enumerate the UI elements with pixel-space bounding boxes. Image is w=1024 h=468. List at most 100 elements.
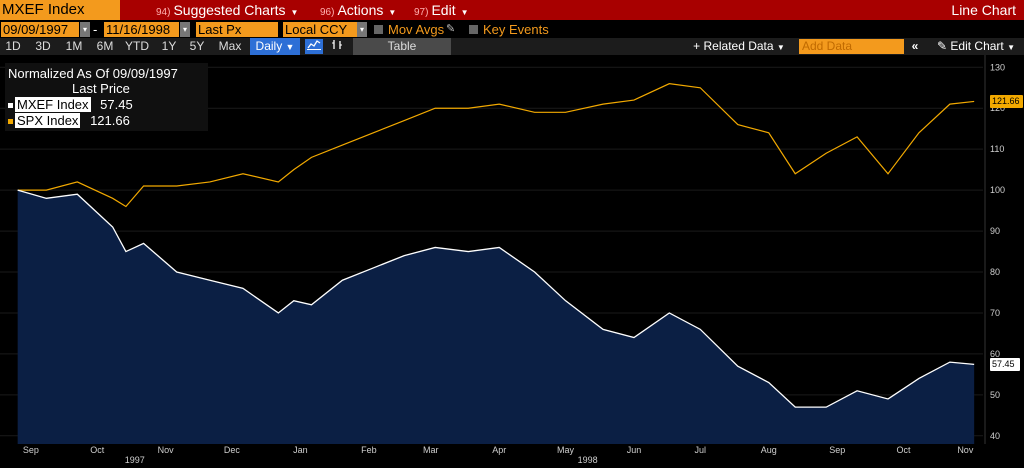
edit-label: Edit bbox=[431, 2, 456, 18]
line-chart-icon[interactable] bbox=[305, 39, 323, 54]
y-tick-label: 60 bbox=[990, 349, 1000, 359]
date-separator: - bbox=[93, 22, 98, 37]
plus-icon: + bbox=[693, 39, 701, 53]
actions-number: 96) bbox=[320, 7, 335, 18]
pencil-icon: ✎ bbox=[936, 39, 948, 53]
pencil-icon[interactable]: ✎ bbox=[446, 23, 456, 35]
related-data-menu[interactable]: + Related Data ▼ bbox=[690, 38, 788, 55]
edit-chart-button[interactable]: ✎ Edit Chart ▼ bbox=[928, 38, 1024, 55]
end-date-field[interactable]: 11/16/1998 bbox=[104, 22, 179, 37]
start-date-field[interactable]: 09/09/1997 bbox=[1, 22, 79, 37]
x-tick-label: Apr bbox=[492, 445, 506, 455]
x-tick-label: Jan bbox=[293, 445, 308, 455]
x-tick-label: Nov bbox=[957, 445, 974, 455]
collapse-icon[interactable]: « bbox=[911, 39, 919, 53]
date-bar: 09/09/1997 ▾ - 11/16/1998 ▾ Last Px Loca… bbox=[0, 21, 1024, 38]
legend-mxef-name: MXEF Index bbox=[15, 97, 91, 112]
currency-selector[interactable]: Local CCY bbox=[283, 22, 357, 37]
frequency-dropdown[interactable]: Daily ▼ bbox=[250, 38, 300, 55]
period-1d[interactable]: 1D bbox=[5, 39, 21, 53]
x-tick-label: Oct bbox=[90, 445, 105, 455]
period-toolbar: 1D 3D 1M 6M YTD 1Y 5Y Max Daily ▼ Table … bbox=[0, 38, 1024, 55]
chevron-down-icon: ▼ bbox=[460, 8, 469, 17]
chevron-down-icon: ▼ bbox=[776, 43, 785, 52]
period-5y[interactable]: 5Y bbox=[189, 39, 205, 53]
suggested-charts-number: 94) bbox=[156, 7, 171, 18]
period-3d[interactable]: 3D bbox=[35, 39, 51, 53]
chevron-down-icon[interactable]: ▾ bbox=[357, 22, 367, 37]
y-tick-label: 70 bbox=[990, 308, 1000, 318]
actions-menu[interactable]: 96) Actions ▼ bbox=[320, 0, 396, 20]
table-button[interactable]: Table bbox=[353, 38, 451, 55]
legend-subtitle: Last Price bbox=[72, 81, 130, 96]
legend-title: Normalized As Of 09/09/1997 bbox=[8, 66, 178, 81]
y-tick-label: 40 bbox=[990, 431, 1000, 441]
suggested-charts-menu[interactable]: 94) Suggested Charts ▼ bbox=[156, 0, 298, 20]
y-tick-label: 80 bbox=[990, 267, 1000, 277]
period-max[interactable]: Max bbox=[218, 39, 242, 53]
x-tick-label: Jun bbox=[627, 445, 642, 455]
spx-swatch bbox=[8, 119, 13, 125]
period-6m[interactable]: 6M bbox=[96, 39, 114, 53]
mxef-swatch bbox=[8, 103, 13, 109]
spx-last-value-tag: 121.66 bbox=[990, 95, 1023, 109]
bar-chart-icon[interactable] bbox=[328, 39, 346, 54]
x-axis: Sep Oct Nov Dec Jan Feb Mar Apr May Jun Jul Aug Sep O… bbox=[23, 445, 974, 465]
mxef-last-value-tag: 57.45 bbox=[990, 358, 1020, 372]
y-tick-label: 110 bbox=[990, 144, 1004, 154]
x-year-label: 1997 bbox=[125, 455, 145, 465]
legend-item-spx[interactable]: SPX Index 121.66 bbox=[8, 113, 130, 128]
period-ytd[interactable]: YTD bbox=[125, 39, 149, 53]
mov-avgs-checkbox[interactable] bbox=[374, 25, 383, 34]
y-axis: 40 50 60 70 80 90 100 110 120 130 bbox=[984, 55, 1005, 444]
key-events-checkbox[interactable] bbox=[469, 25, 478, 34]
chevron-down-icon: ▼ bbox=[388, 8, 397, 17]
ticker-field[interactable]: MXEF Index bbox=[0, 0, 120, 20]
period-1y[interactable]: 1Y bbox=[161, 39, 177, 53]
legend: Normalized As Of 09/09/1997 Last Price M… bbox=[5, 63, 208, 131]
view-title: Line Chart bbox=[951, 2, 1016, 18]
y-tick-label: 90 bbox=[990, 226, 1000, 236]
legend-mxef-value: 57.45 bbox=[100, 97, 133, 112]
chevron-down-icon: ▼ bbox=[290, 8, 299, 17]
mxef-area-fill bbox=[17, 190, 975, 444]
mxef-line bbox=[17, 189, 975, 408]
suggested-charts-label: Suggested Charts bbox=[173, 2, 286, 18]
calendar-icon[interactable]: ▾ bbox=[80, 22, 90, 37]
edit-chart-label: Edit Chart bbox=[950, 39, 1004, 53]
x-tick-label: Mar bbox=[423, 445, 439, 455]
y-tick-label: 120 bbox=[990, 103, 1005, 113]
top-bar: MXEF Index 94) Suggested Charts ▼ 96) Actio… bbox=[0, 0, 1024, 20]
frequency-label: Daily bbox=[255, 39, 283, 53]
field-selector[interactable]: Last Px bbox=[196, 22, 278, 37]
y-tick-label: 100 bbox=[990, 185, 1005, 195]
period-1m[interactable]: 1M bbox=[65, 39, 83, 53]
legend-spx-value: 121.66 bbox=[90, 113, 130, 128]
x-tick-label: Sep bbox=[829, 445, 845, 455]
mov-avgs-label[interactable]: Mov Avgs bbox=[388, 22, 445, 37]
x-tick-label: Jul bbox=[694, 445, 706, 455]
legend-item-mxef[interactable]: MXEF Index 57.45 bbox=[8, 97, 133, 112]
actions-label: Actions bbox=[337, 2, 384, 18]
chevron-down-icon: ▼ bbox=[1007, 43, 1016, 52]
x-tick-label: May bbox=[557, 445, 575, 455]
y-tick-label: 50 bbox=[990, 390, 1000, 400]
related-data-label: Related Data bbox=[703, 39, 774, 53]
x-tick-label: Feb bbox=[361, 445, 377, 455]
legend-spx-name: SPX Index bbox=[15, 113, 81, 128]
edit-number: 97) bbox=[414, 7, 429, 18]
x-tick-label: Nov bbox=[158, 445, 175, 455]
x-year-label: 1998 bbox=[578, 455, 598, 465]
chevron-down-icon: ▼ bbox=[285, 42, 295, 52]
key-events-label[interactable]: Key Events bbox=[483, 22, 549, 37]
y-tick-label: 130 bbox=[990, 62, 1005, 72]
spx-line bbox=[17, 83, 975, 208]
edit-menu[interactable]: 97) Edit ▼ bbox=[414, 0, 469, 20]
line-chart[interactable]: 40 50 60 70 80 90 100 110 120 130 Sep Oct Nov Dec Jan… bbox=[0, 55, 1024, 468]
x-tick-label: Oct bbox=[896, 445, 911, 455]
calendar-icon[interactable]: ▾ bbox=[180, 22, 190, 37]
x-tick-label: Dec bbox=[224, 445, 241, 455]
x-tick-label: Sep bbox=[23, 445, 39, 455]
add-data-field[interactable]: Add Data bbox=[799, 39, 904, 54]
x-tick-label: Aug bbox=[761, 445, 777, 455]
